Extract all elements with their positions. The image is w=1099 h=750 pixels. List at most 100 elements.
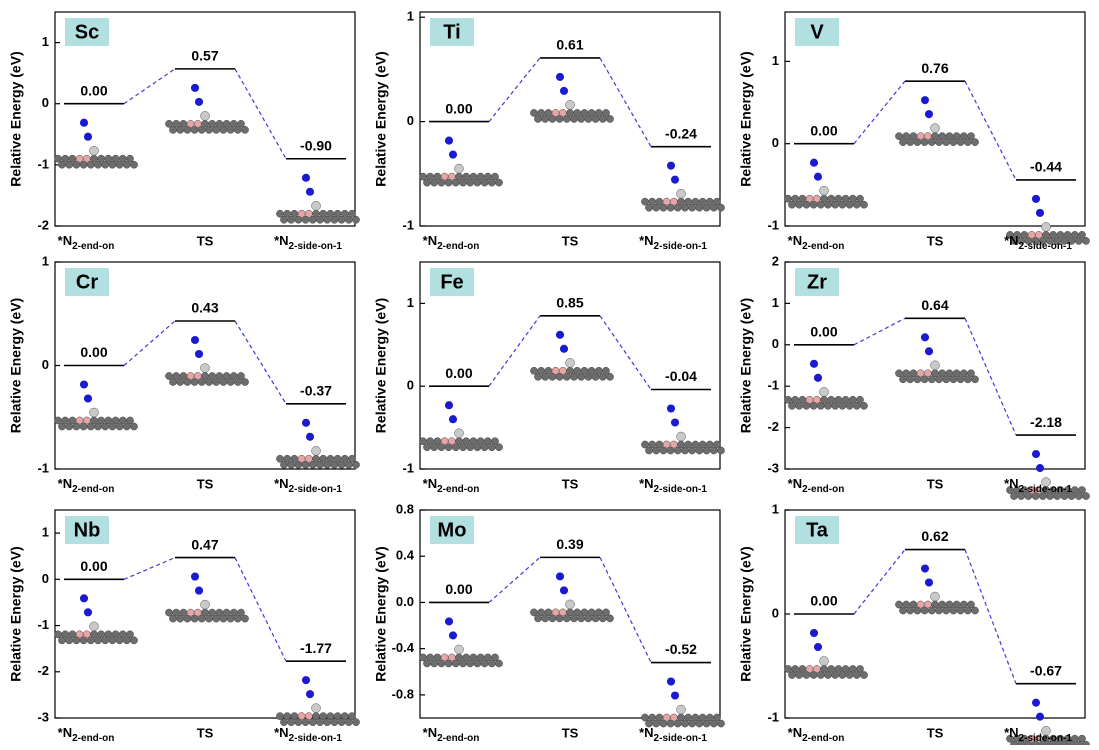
atom xyxy=(66,637,73,644)
y-tick-label: 1 xyxy=(407,9,414,24)
atom xyxy=(566,358,575,367)
atom xyxy=(191,84,199,92)
atom xyxy=(796,402,803,409)
y-axis-label: Relative Energy (eV) xyxy=(738,51,754,186)
atom xyxy=(445,137,453,145)
atom xyxy=(667,720,674,727)
atom xyxy=(352,719,359,726)
atom xyxy=(1082,492,1089,499)
atom xyxy=(703,204,710,211)
atom xyxy=(677,705,686,714)
value-label: 0.64 xyxy=(921,297,948,313)
panel: -101Relative Energy (eV)Cr0.00*N2-end-on… xyxy=(8,253,360,494)
x-tick-label: *N2-end-on xyxy=(58,476,115,494)
atom xyxy=(592,373,599,380)
atom xyxy=(302,419,310,427)
atom xyxy=(832,671,839,678)
atom xyxy=(80,380,88,388)
atom xyxy=(66,423,73,430)
atom xyxy=(820,186,829,195)
atom xyxy=(570,373,577,380)
atom xyxy=(449,415,457,423)
atom xyxy=(971,607,978,614)
panel-title: Ti xyxy=(443,21,460,43)
atom xyxy=(566,600,575,609)
atom xyxy=(123,423,130,430)
atom xyxy=(227,615,234,622)
atom xyxy=(803,201,810,208)
value-label: 0.00 xyxy=(445,100,472,116)
x-tick-label: TS xyxy=(927,476,944,491)
atom xyxy=(556,373,563,380)
atom xyxy=(1010,492,1017,499)
atom xyxy=(488,444,495,451)
atom xyxy=(316,719,323,726)
atom xyxy=(796,201,803,208)
atom xyxy=(542,615,549,622)
atom xyxy=(645,204,652,211)
atom xyxy=(925,578,933,586)
atom xyxy=(689,204,696,211)
atom xyxy=(810,402,817,409)
atom xyxy=(677,432,686,441)
atom xyxy=(191,573,199,581)
atom xyxy=(907,376,914,383)
atom xyxy=(195,350,203,358)
atom xyxy=(696,447,703,454)
atom xyxy=(338,216,345,223)
value-label: 0.00 xyxy=(810,324,837,340)
atom xyxy=(312,446,321,455)
atom xyxy=(592,115,599,122)
panel: -3-2-1012Relative Energy (eV)Zr0.00*N2-e… xyxy=(738,253,1090,499)
atom xyxy=(467,660,474,667)
atom xyxy=(73,637,80,644)
atom xyxy=(191,615,198,622)
atom xyxy=(195,587,203,595)
atom xyxy=(234,378,241,385)
atom xyxy=(817,671,824,678)
atom xyxy=(84,394,92,402)
atom xyxy=(87,637,94,644)
atom xyxy=(914,376,921,383)
y-tick-label: -1 xyxy=(402,460,414,475)
x-tick-label: *N2-side-on-1 xyxy=(274,233,342,251)
atom xyxy=(302,216,309,223)
atom xyxy=(853,671,860,678)
atom xyxy=(316,216,323,223)
atom xyxy=(438,179,445,186)
atom xyxy=(423,179,430,186)
atom xyxy=(495,179,502,186)
atom xyxy=(560,87,568,95)
atom xyxy=(832,402,839,409)
atom xyxy=(549,615,556,622)
x-tick-label: TS xyxy=(562,476,579,491)
atom xyxy=(667,204,674,211)
atom xyxy=(102,637,109,644)
x-tick-label: TS xyxy=(197,725,214,740)
atom xyxy=(130,637,137,644)
atom xyxy=(556,331,564,339)
atom xyxy=(177,378,184,385)
atom xyxy=(234,126,241,133)
atom xyxy=(58,637,65,644)
atom xyxy=(455,429,464,438)
y-tick-label: -3 xyxy=(37,709,49,724)
value-label: -1.77 xyxy=(300,640,332,656)
value-label: 0.85 xyxy=(556,295,583,311)
atom xyxy=(116,637,123,644)
atom xyxy=(578,373,585,380)
atom xyxy=(459,660,466,667)
atom xyxy=(585,115,592,122)
value-label: 0.00 xyxy=(80,558,107,574)
atom xyxy=(331,216,338,223)
y-tick-label: -1 xyxy=(402,217,414,232)
atom xyxy=(302,676,310,684)
atom xyxy=(928,139,935,146)
atom xyxy=(717,447,724,454)
atom xyxy=(116,423,123,430)
y-tick-label: 1 xyxy=(42,253,49,268)
atom xyxy=(549,373,556,380)
y-tick-label: 0 xyxy=(772,336,779,351)
panel-title: V xyxy=(810,21,824,43)
atom xyxy=(820,387,829,396)
